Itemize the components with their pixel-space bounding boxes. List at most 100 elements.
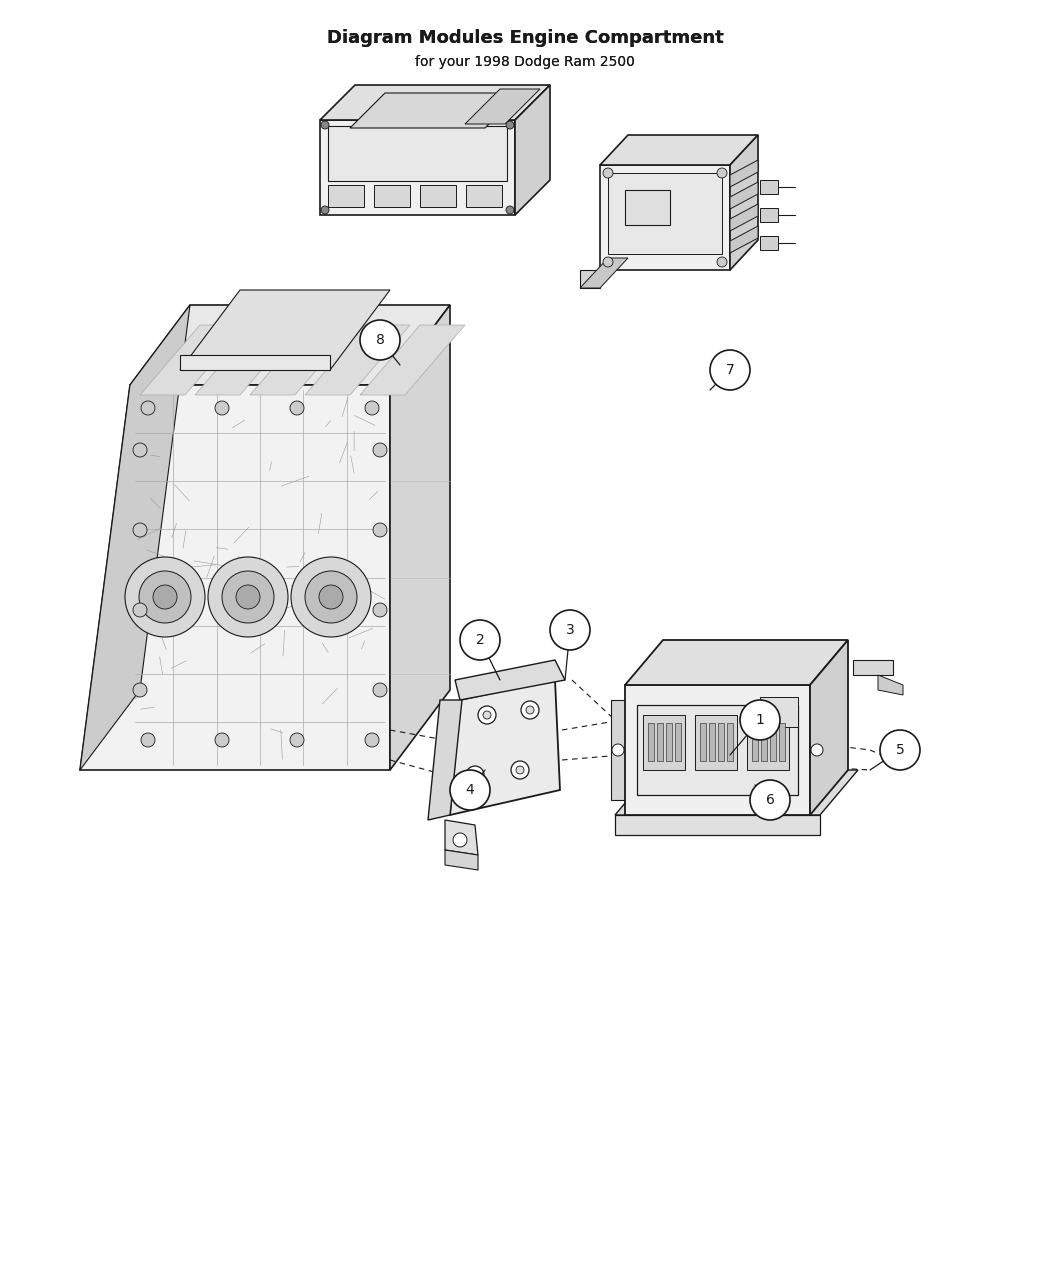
Polygon shape (180, 354, 330, 370)
Polygon shape (625, 640, 848, 685)
Polygon shape (195, 325, 300, 395)
Circle shape (511, 761, 529, 779)
Circle shape (453, 833, 467, 847)
Polygon shape (625, 685, 810, 815)
Circle shape (373, 683, 387, 697)
Polygon shape (810, 700, 824, 799)
Circle shape (526, 706, 534, 714)
Polygon shape (600, 135, 758, 164)
FancyBboxPatch shape (328, 185, 364, 207)
Circle shape (141, 402, 155, 414)
Text: 1: 1 (756, 713, 764, 727)
FancyBboxPatch shape (752, 723, 758, 761)
Circle shape (304, 571, 357, 623)
Polygon shape (304, 325, 410, 395)
FancyBboxPatch shape (657, 723, 663, 761)
FancyBboxPatch shape (760, 208, 778, 222)
Circle shape (215, 402, 229, 414)
Polygon shape (615, 770, 858, 815)
FancyBboxPatch shape (608, 173, 722, 254)
Polygon shape (360, 325, 465, 395)
Circle shape (319, 585, 343, 609)
Circle shape (290, 402, 304, 414)
Circle shape (133, 603, 147, 617)
Circle shape (141, 733, 155, 747)
Polygon shape (730, 182, 758, 209)
Circle shape (612, 745, 624, 756)
FancyBboxPatch shape (625, 190, 670, 224)
Circle shape (133, 683, 147, 697)
Text: for your 1998 Dodge Ram 2500: for your 1998 Dodge Ram 2500 (415, 55, 635, 69)
Text: 7: 7 (726, 363, 734, 377)
Polygon shape (445, 820, 478, 856)
Circle shape (133, 442, 147, 456)
Text: 6: 6 (765, 793, 775, 807)
Polygon shape (450, 680, 560, 815)
Circle shape (516, 766, 524, 774)
Circle shape (291, 557, 371, 638)
Circle shape (321, 207, 329, 214)
FancyBboxPatch shape (718, 723, 724, 761)
Text: 4: 4 (465, 783, 475, 797)
Circle shape (321, 121, 329, 129)
Circle shape (153, 585, 177, 609)
FancyBboxPatch shape (637, 705, 798, 796)
FancyBboxPatch shape (747, 715, 789, 770)
Circle shape (215, 733, 229, 747)
Polygon shape (140, 325, 245, 395)
FancyBboxPatch shape (760, 697, 798, 727)
Circle shape (460, 620, 500, 660)
Polygon shape (445, 850, 478, 870)
Text: for your 1998 Dodge Ram 2500: for your 1998 Dodge Ram 2500 (415, 55, 635, 69)
Polygon shape (80, 305, 190, 770)
Circle shape (373, 442, 387, 456)
FancyBboxPatch shape (466, 185, 502, 207)
Polygon shape (250, 325, 355, 395)
Text: 2: 2 (476, 632, 484, 646)
Polygon shape (878, 674, 903, 695)
FancyBboxPatch shape (760, 236, 778, 250)
Circle shape (139, 571, 191, 623)
Circle shape (365, 733, 379, 747)
Text: 3: 3 (566, 623, 574, 638)
FancyBboxPatch shape (760, 180, 778, 194)
Polygon shape (455, 660, 565, 700)
Polygon shape (390, 305, 450, 770)
FancyBboxPatch shape (779, 723, 785, 761)
FancyBboxPatch shape (643, 715, 685, 770)
FancyBboxPatch shape (648, 723, 654, 761)
Circle shape (290, 733, 304, 747)
Circle shape (236, 585, 260, 609)
Circle shape (521, 701, 539, 719)
Polygon shape (465, 89, 540, 124)
Polygon shape (130, 305, 450, 385)
Circle shape (365, 402, 379, 414)
Circle shape (483, 711, 491, 719)
Circle shape (373, 523, 387, 537)
Polygon shape (80, 385, 390, 770)
Text: Diagram Modules Engine Compartment: Diagram Modules Engine Compartment (327, 29, 723, 47)
Polygon shape (611, 700, 625, 799)
Circle shape (710, 351, 750, 390)
Circle shape (740, 700, 780, 739)
Polygon shape (730, 159, 758, 187)
FancyBboxPatch shape (727, 723, 733, 761)
FancyBboxPatch shape (761, 723, 766, 761)
Circle shape (717, 168, 727, 179)
Polygon shape (428, 700, 462, 820)
Circle shape (603, 168, 613, 179)
FancyBboxPatch shape (374, 185, 410, 207)
Circle shape (550, 609, 590, 650)
Polygon shape (320, 85, 550, 120)
Polygon shape (600, 164, 730, 270)
FancyBboxPatch shape (420, 185, 456, 207)
Polygon shape (730, 226, 758, 252)
Polygon shape (350, 93, 520, 128)
Circle shape (603, 258, 613, 266)
FancyBboxPatch shape (695, 715, 737, 770)
Circle shape (373, 603, 387, 617)
Circle shape (478, 706, 496, 724)
Circle shape (466, 766, 484, 784)
Text: 5: 5 (896, 743, 904, 757)
Circle shape (506, 121, 514, 129)
